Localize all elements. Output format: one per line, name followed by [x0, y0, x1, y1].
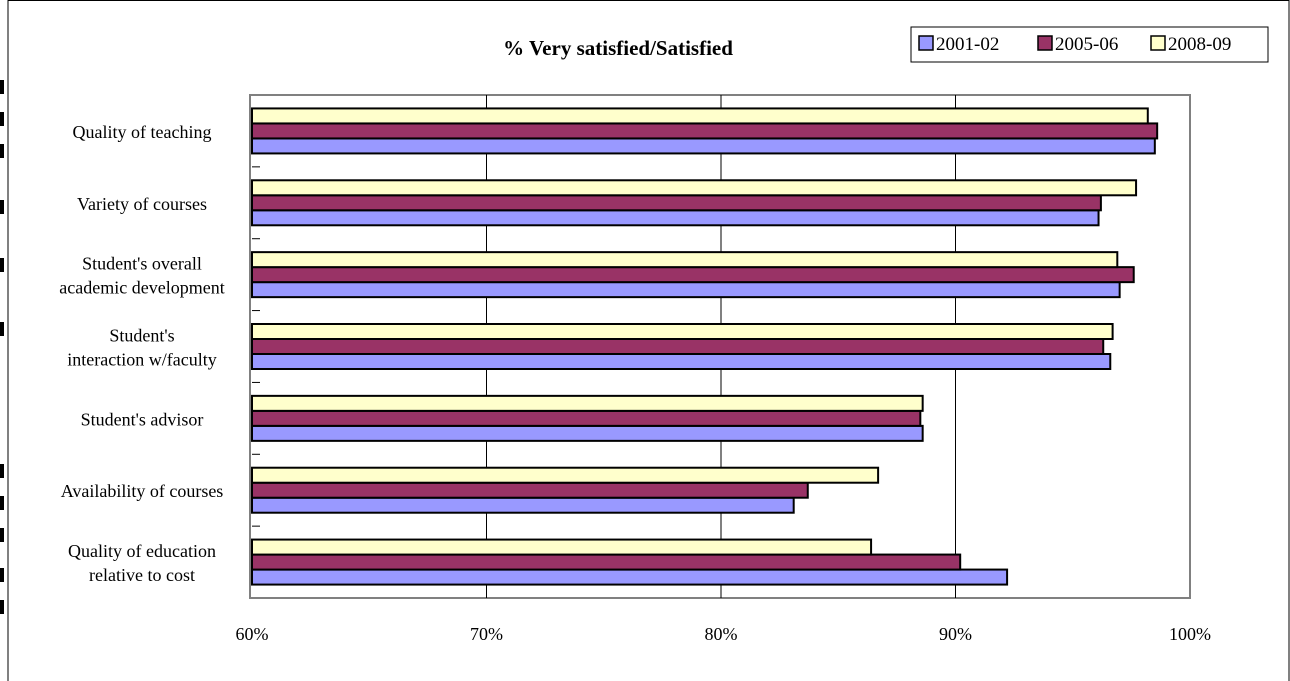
bar-2005-06 [251, 266, 1135, 284]
legend-box [910, 26, 1269, 63]
category-label: Student's overall [82, 254, 202, 274]
category-label: interaction w/faculty [67, 350, 216, 370]
bar-2008-09 [251, 538, 873, 556]
category-label: Availability of courses [61, 481, 224, 501]
legend-swatch-2008-09 [1150, 35, 1166, 51]
category-label: academic development [59, 278, 224, 298]
category-label: Student's [109, 326, 174, 346]
bar-2008-09 [251, 466, 880, 484]
bar-2001-02 [251, 496, 795, 514]
y-axis-labels: Quality of teaching Variety of courses Stu… [59, 122, 224, 585]
legend: 2001-02 2005-06 2008-09 [910, 26, 1269, 63]
category-label: relative to cost [89, 565, 195, 585]
bar-2005-06 [251, 409, 922, 427]
legend-label-2005-06: 2005-06 [1055, 34, 1118, 55]
x-tick-label: 100% [1169, 624, 1211, 644]
bar-2008-09 [251, 251, 1119, 269]
category-label: Quality of education [68, 541, 216, 561]
bar-2008-09 [251, 323, 1114, 340]
bar-2001-02 [251, 353, 1112, 370]
bar-2005-06 [251, 553, 962, 571]
category-label: Variety of courses [77, 194, 207, 214]
bar-2001-02 [251, 137, 1156, 155]
x-tick-label: 90% [939, 624, 972, 644]
bar-2001-02 [251, 281, 1121, 299]
x-tick-label: 70% [470, 624, 503, 644]
legend-swatch-2001-02 [918, 35, 934, 51]
x-axis-ticks: 60% 70% 80% 90% 100% [236, 624, 1212, 644]
bar-2005-06 [251, 194, 1102, 212]
legend-label-2008-09: 2008-09 [1168, 34, 1231, 55]
y-axis-tickmarks [252, 166, 260, 527]
x-tick-label: 80% [705, 624, 738, 644]
x-tick-label: 60% [236, 624, 269, 644]
bar-2008-09 [251, 394, 924, 412]
left-edge-marks [0, 80, 4, 614]
bar-2001-02 [251, 568, 1009, 586]
bar-2008-09 [251, 107, 1149, 125]
category-label: Quality of teaching [73, 122, 212, 142]
bar-2005-06 [251, 122, 1159, 140]
bar-2005-06 [251, 338, 1105, 355]
legend-swatch-2005-06 [1037, 35, 1053, 51]
category-label: Student's advisor [81, 409, 204, 429]
bar-2008-09 [251, 179, 1138, 197]
chart-title: % Very satisfied/Satisfied [503, 36, 733, 60]
bar-2005-06 [251, 481, 809, 499]
bars [251, 107, 1159, 586]
bar-2001-02 [251, 424, 924, 442]
bar-2001-02 [251, 209, 1100, 227]
legend-label-2001-02: 2001-02 [936, 34, 999, 55]
